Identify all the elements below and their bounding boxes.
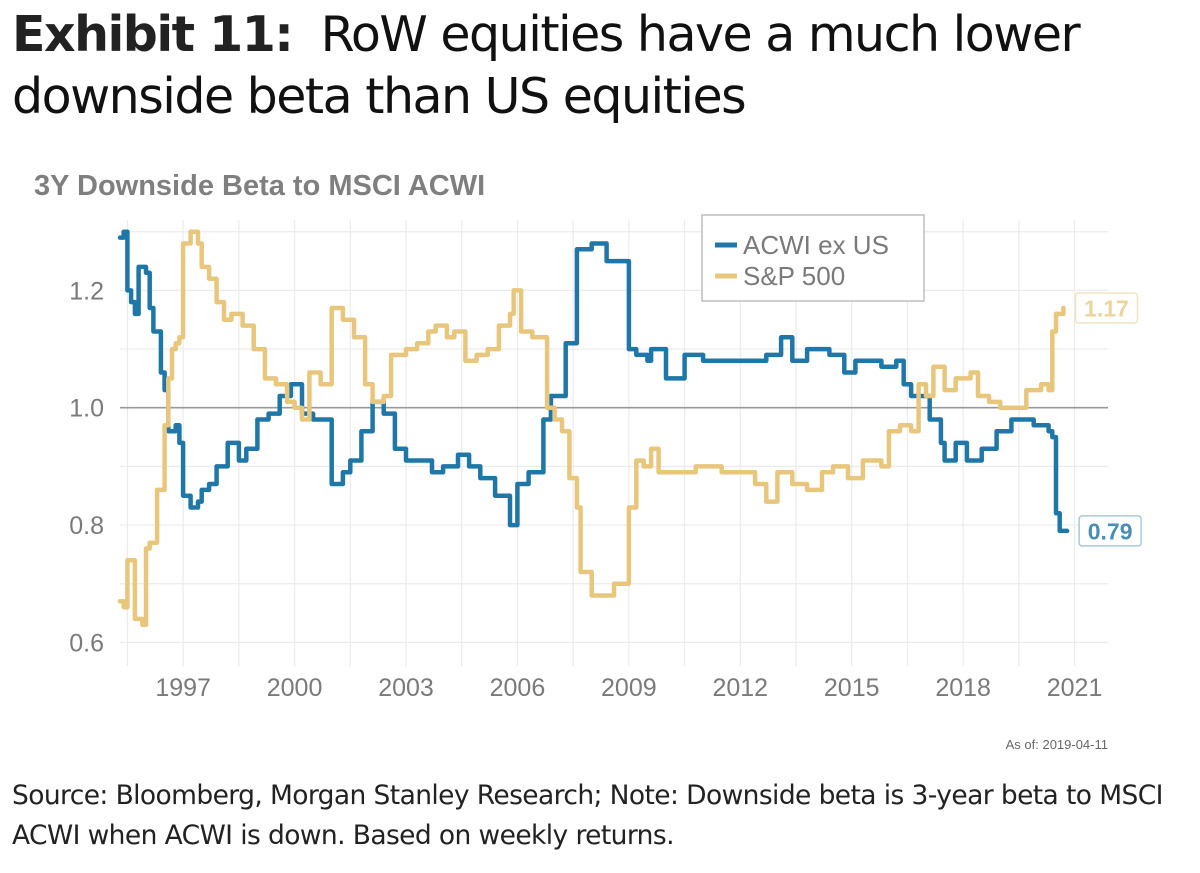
- legend: ACWI ex USS&P 500: [701, 214, 925, 302]
- y-axis: 0.6 0.8 1.0 1.2: [69, 277, 104, 657]
- x-tick-label: 2021: [1047, 674, 1103, 702]
- x-tick-label: 2012: [712, 674, 768, 702]
- x-tick-label: 2015: [824, 674, 880, 702]
- y-tick-label: 0.8: [69, 512, 104, 540]
- exhibit-label: Exhibit 11:: [12, 6, 294, 63]
- chart-title: 3Y Downside Beta to MSCI ACWI: [34, 170, 486, 202]
- y-tick-label: 1.2: [69, 277, 104, 305]
- line-chart: 0.6 0.8 1.0 1.2 1997 2000 2003 2006 2009 2012 201…: [69, 214, 1142, 702]
- source-note: Source: Bloomberg, Morgan Stanley Resear…: [12, 780, 1163, 851]
- as-of-date: As of: 2019-04-11: [1005, 737, 1108, 752]
- y-tick-label: 0.6: [69, 629, 104, 657]
- legend-label: S&P 500: [743, 261, 845, 291]
- series-line-acwi-ex-us: [117, 229, 1070, 534]
- end-label-box: [1078, 515, 1142, 547]
- exhibit-title: Exhibit 11: RoW equities have a much low…: [12, 4, 1192, 128]
- series-group: [117, 229, 1070, 628]
- end-labels: 0.79 1.17: [1074, 292, 1142, 547]
- end-label: 0.79: [1088, 518, 1133, 544]
- series-line-sp500: [117, 229, 1066, 628]
- x-tick-label: 2018: [935, 674, 991, 702]
- x-tick-label: 2003: [378, 674, 434, 702]
- x-axis: 1997 2000 2003 2006 2009 2012 2015 2018 2021: [155, 674, 1102, 702]
- exhibit-title-text: RoW equities have a much lower downside …: [12, 6, 1081, 125]
- legend-box: [701, 214, 925, 302]
- y-tick-label: 1.0: [69, 395, 104, 423]
- legend-label: ACWI ex US: [743, 230, 889, 260]
- x-tick-label: 1997: [155, 674, 211, 702]
- end-label: 1.17: [1084, 296, 1129, 322]
- x-tick-label: 2000: [267, 674, 323, 702]
- x-tick-label: 2009: [601, 674, 657, 702]
- x-tick-label: 2006: [490, 674, 546, 702]
- end-label-box: [1074, 292, 1139, 324]
